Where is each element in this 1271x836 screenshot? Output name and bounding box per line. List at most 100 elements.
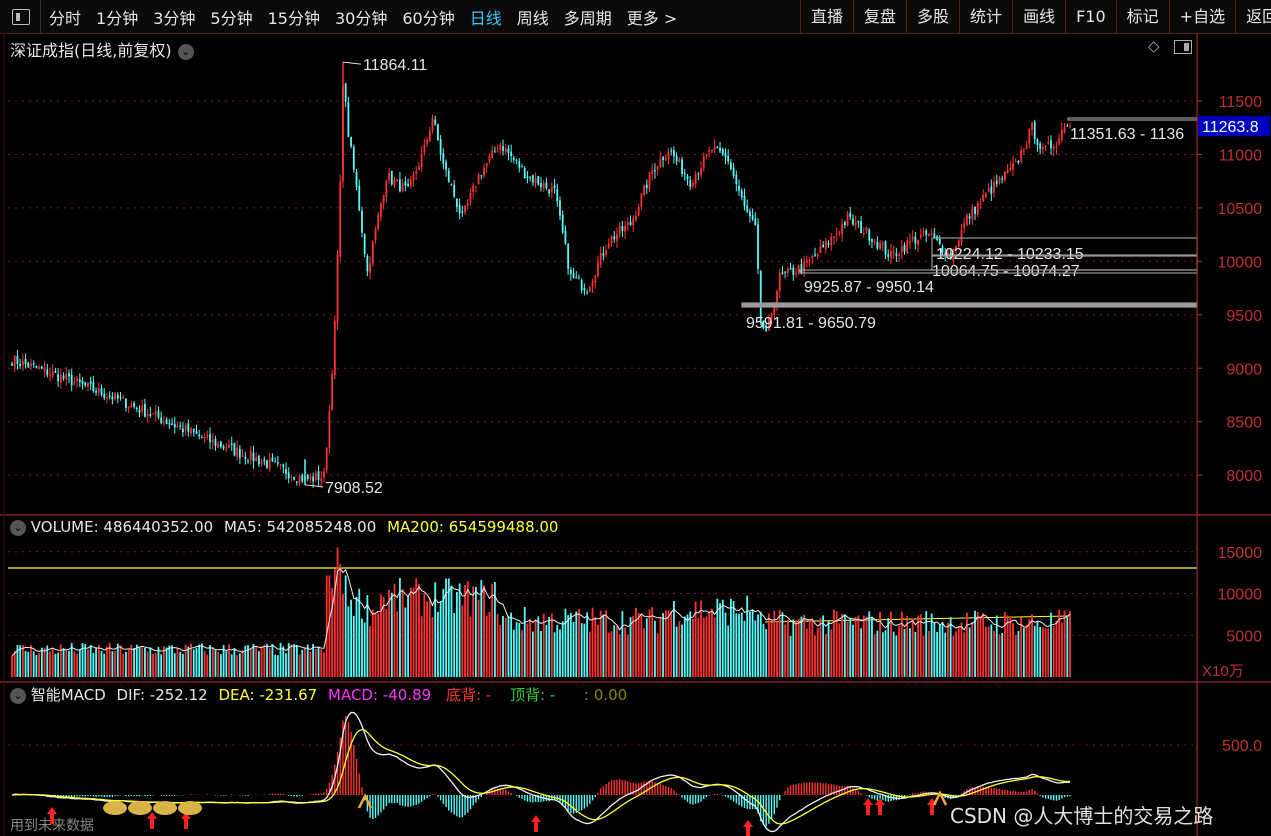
volume-bar <box>656 633 659 677</box>
mark-button[interactable]: 标记 <box>1115 0 1169 34</box>
chevron-down-icon[interactable]: ⌄ <box>10 687 26 704</box>
volume-bar <box>409 587 412 677</box>
candle-body <box>78 379 81 383</box>
chevron-down-icon[interactable]: ⌄ <box>10 519 26 536</box>
volume-bar <box>727 625 730 677</box>
f10-button[interactable]: F10 <box>1065 0 1116 34</box>
back-button[interactable]: 返回 <box>1235 0 1271 34</box>
volume-bar <box>512 629 515 677</box>
chevron-down-icon[interactable]: ⌄ <box>177 43 194 60</box>
volume-bar <box>521 630 523 677</box>
candle-body <box>1050 140 1052 148</box>
volume-bar <box>599 610 602 677</box>
add-watchlist-button[interactable]: +自选 <box>1168 0 1235 34</box>
volume-bar <box>106 646 108 677</box>
volume-bar <box>822 615 825 677</box>
volume-bar <box>149 647 152 677</box>
volume-bar <box>266 643 268 677</box>
candle-body <box>97 387 100 393</box>
volume-bar <box>499 625 502 677</box>
candle-body <box>35 366 38 368</box>
volume-bar <box>757 614 759 677</box>
tab-15min[interactable]: 15分钟 <box>267 9 320 28</box>
volume-bar <box>993 630 995 677</box>
candle-body <box>152 413 154 415</box>
candle-body <box>1017 161 1020 163</box>
candle-body <box>1006 169 1009 173</box>
candle-body <box>656 166 659 170</box>
volume-bar <box>49 651 51 677</box>
candle-body <box>363 234 366 255</box>
candle-body <box>824 240 827 250</box>
diamond-icon[interactable]: ◇ <box>1148 37 1160 55</box>
volume-bar <box>366 595 369 677</box>
volume-bar <box>800 616 803 677</box>
candle-body <box>293 476 296 480</box>
replay-button[interactable]: 复盘 <box>853 0 906 34</box>
candle-body <box>941 246 944 253</box>
tab-weekly[interactable]: 周线 <box>516 9 549 28</box>
candle-body <box>786 268 789 273</box>
volume-bar <box>789 635 792 677</box>
candle-body <box>84 382 87 386</box>
candle-body <box>773 305 776 315</box>
tab-5min[interactable]: 5分钟 <box>210 9 253 28</box>
volume-bar <box>746 595 749 677</box>
volume-bar <box>892 631 895 677</box>
volume-bar <box>342 593 344 677</box>
candle-body <box>144 403 146 417</box>
candle-body <box>442 153 445 164</box>
volume-bar <box>190 643 192 677</box>
volume-bar <box>1044 628 1047 677</box>
volume-bar <box>195 647 198 677</box>
volume-bar <box>767 613 770 677</box>
tab-30min[interactable]: 30分钟 <box>334 9 388 28</box>
volume-bar <box>873 634 876 677</box>
tab-60min[interactable]: 60分钟 <box>402 9 455 28</box>
period-toolbar: 分时 1分钟 3分钟 5分钟 15分钟 30分钟 60分钟 日线 周线 多周期 … <box>0 0 1271 34</box>
volume-bar <box>450 585 453 677</box>
volume-bar <box>73 651 76 677</box>
live-button[interactable]: 直播 <box>800 0 853 34</box>
volume-bar <box>434 582 437 677</box>
tab-fenshi[interactable]: 分时 <box>49 9 82 28</box>
candle-body <box>190 428 192 434</box>
candle-body <box>583 287 586 291</box>
sidebar-toggle-icon[interactable] <box>12 9 30 25</box>
candle-body <box>507 148 510 154</box>
panel-toggle-icon[interactable] <box>1174 40 1192 54</box>
volume-bar <box>95 647 97 677</box>
volume-bar <box>854 617 857 677</box>
candle-body <box>214 438 217 447</box>
volume-bar <box>846 621 849 677</box>
stats-button[interactable]: 统计 <box>959 0 1012 34</box>
candle-body <box>588 286 591 292</box>
volume-bar <box>38 653 41 677</box>
candle-body <box>648 172 651 190</box>
candle-body <box>339 181 342 257</box>
candle-body <box>518 161 521 168</box>
candle-body <box>241 454 244 457</box>
tab-daily[interactable]: 日线 <box>469 9 502 28</box>
volume-bar <box>909 628 911 677</box>
volume-bar <box>412 587 415 677</box>
volume-bar <box>13 650 16 677</box>
volume-bar <box>502 615 504 677</box>
draw-line-button[interactable]: 画线 <box>1012 0 1065 34</box>
candle-body <box>483 167 485 176</box>
volume-bar <box>1014 634 1017 677</box>
multi-stock-button[interactable]: 多股 <box>906 0 959 34</box>
tab-1min[interactable]: 1分钟 <box>96 9 139 28</box>
volume-bar <box>100 651 103 677</box>
price-tick-label: 8500 <box>1226 415 1262 432</box>
tab-more[interactable]: 更多 > <box>626 9 678 28</box>
candle-body <box>664 157 667 161</box>
candle-body <box>51 371 54 377</box>
candle-body <box>966 214 968 225</box>
tab-3min[interactable]: 3分钟 <box>153 9 196 28</box>
tab-multi-period[interactable]: 多周期 <box>563 9 612 28</box>
volume-bar <box>320 649 323 677</box>
candle-body <box>523 167 526 179</box>
volume-bar <box>222 645 225 677</box>
